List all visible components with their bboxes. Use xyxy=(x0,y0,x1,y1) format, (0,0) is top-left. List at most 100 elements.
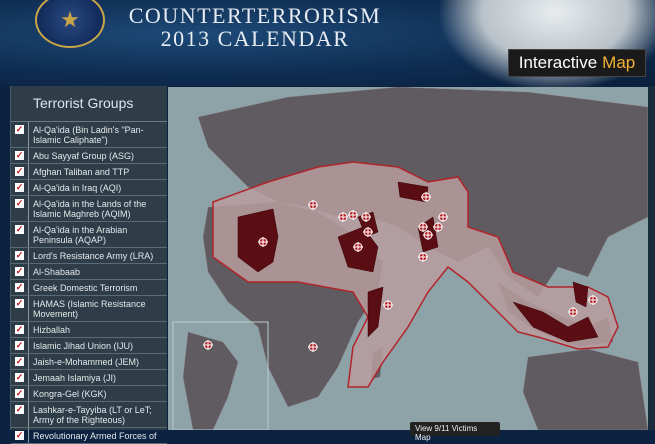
group-item[interactable]: ✓ Al-Qa'ida in the Arabian Peninsula (AQA… xyxy=(11,222,167,248)
attack-marker[interactable] xyxy=(308,342,318,352)
group-label: Al-Qa'ida in Iraq (AQI) xyxy=(33,183,122,193)
attack-marker[interactable] xyxy=(421,192,431,202)
country-philippines xyxy=(572,281,589,308)
window-edge xyxy=(648,86,655,430)
country-yemen-somalia xyxy=(367,286,384,338)
attack-marker[interactable] xyxy=(418,252,428,262)
checkbox[interactable]: ✓ xyxy=(11,148,29,163)
checkbox[interactable]: ✓ xyxy=(11,370,29,385)
check-icon: ✓ xyxy=(15,124,24,134)
check-icon: ✓ xyxy=(15,150,24,160)
group-label: Greek Domestic Terrorism xyxy=(33,283,138,293)
checkbox[interactable]: ✓ xyxy=(11,122,29,147)
checkbox[interactable]: ✓ xyxy=(11,248,29,263)
group-item[interactable]: ✓ Jaish-e-Mohammed (JEM) xyxy=(11,354,167,370)
country-indonesia xyxy=(512,301,599,343)
check-icon: ✓ xyxy=(15,404,24,414)
group-label: Islamic Jihad Union (IJU) xyxy=(33,341,134,351)
group-label: Al-Shabaab xyxy=(33,267,81,277)
group-item[interactable]: ✓ Jemaah Islamiya (JI) xyxy=(11,370,167,386)
check-icon: ✓ xyxy=(15,250,24,260)
attack-marker[interactable] xyxy=(433,222,443,232)
attack-marker[interactable] xyxy=(203,340,213,350)
group-label: Lord's Resistance Army (LRA) xyxy=(33,251,154,261)
attack-marker[interactable] xyxy=(258,237,268,247)
group-list: ✓ Al-Qa'ida (Bin Ladin's "Pan-Islamic Cal… xyxy=(11,122,167,444)
group-item[interactable]: ✓ Revolutionary Armed Forces of xyxy=(11,428,167,444)
attack-marker[interactable] xyxy=(423,230,433,240)
checkbox[interactable]: ✓ xyxy=(11,354,29,369)
group-item[interactable]: ✓ Islamic Jihad Union (IJU) xyxy=(11,338,167,354)
checkbox[interactable]: ✓ xyxy=(11,280,29,295)
group-item[interactable]: ✓ HAMAS (Islamic Resistance Movement) xyxy=(11,296,167,322)
group-label: Hizballah xyxy=(33,325,71,335)
checkbox[interactable]: ✓ xyxy=(11,402,29,427)
group-item[interactable]: ✓ Afghan Taliban and TTP xyxy=(11,164,167,180)
map-svg xyxy=(172,87,648,430)
seal-icon: ★ xyxy=(35,0,105,48)
header: ★ COUNTERTERRORISM 2013 CALENDAR Interac… xyxy=(0,0,655,90)
inset-map-frame xyxy=(172,321,269,430)
title-line-2: 2013 CALENDAR xyxy=(160,26,350,51)
land-australia xyxy=(522,348,648,430)
sidebar-title: Terrorist Groups xyxy=(11,86,167,122)
country-algeria xyxy=(237,208,279,273)
checkbox[interactable]: ✓ xyxy=(11,296,29,321)
group-label: HAMAS (Islamic Resistance Movement) xyxy=(33,299,146,319)
interactive-map-highlight: Map xyxy=(602,53,636,72)
check-icon: ✓ xyxy=(15,430,24,440)
victims-map-button[interactable]: View 9/11 Victims Map xyxy=(410,422,500,442)
group-label: Revolutionary Armed Forces of xyxy=(33,431,157,441)
checkbox[interactable]: ✓ xyxy=(11,386,29,401)
attack-marker[interactable] xyxy=(361,212,371,222)
group-label: Kongra-Gel (KGK) xyxy=(33,389,107,399)
interactive-map-button[interactable]: Interactive Map xyxy=(508,49,646,77)
group-label: Al-Qa'ida (Bin Ladin's "Pan-Islamic Cali… xyxy=(33,125,144,145)
group-label: Al-Qa'ida in the Lands of the Islamic Ma… xyxy=(33,199,147,219)
sidebar: Terrorist Groups ✓ Al-Qa'ida (Bin Ladin's… xyxy=(10,86,167,444)
attack-marker[interactable] xyxy=(338,212,348,222)
group-label: Lashkar-e-Tayyiba (LT or LeT; Army of th… xyxy=(33,405,152,425)
check-icon: ✓ xyxy=(15,224,24,234)
threat-region xyxy=(212,161,619,388)
checkbox[interactable]: ✓ xyxy=(11,222,29,247)
group-item[interactable]: ✓ Kongra-Gel (KGK) xyxy=(11,386,167,402)
checkbox[interactable]: ✓ xyxy=(11,338,29,353)
group-item[interactable]: ✓ Lord's Resistance Army (LRA) xyxy=(11,248,167,264)
checkbox[interactable]: ✓ xyxy=(11,180,29,195)
attack-marker[interactable] xyxy=(418,222,428,232)
check-icon: ✓ xyxy=(15,166,24,176)
check-icon: ✓ xyxy=(15,372,24,382)
checkbox[interactable]: ✓ xyxy=(11,196,29,221)
check-icon: ✓ xyxy=(15,298,24,308)
group-item[interactable]: ✓ Lashkar-e-Tayyiba (LT or LeT; Army of t… xyxy=(11,402,167,428)
group-item[interactable]: ✓ Hizballah xyxy=(11,322,167,338)
title-line-1: COUNTERTERRORISM xyxy=(128,3,382,28)
attack-marker[interactable] xyxy=(363,227,373,237)
checkbox[interactable]: ✓ xyxy=(11,164,29,179)
attack-marker[interactable] xyxy=(353,242,363,252)
attack-marker[interactable] xyxy=(568,307,578,317)
group-label: Al-Qa'ida in the Arabian Peninsula (AQAP… xyxy=(33,225,128,245)
attack-marker[interactable] xyxy=(438,212,448,222)
checkbox[interactable]: ✓ xyxy=(11,322,29,337)
attack-marker[interactable] xyxy=(588,295,598,305)
checkbox[interactable]: ✓ xyxy=(11,264,29,279)
check-icon: ✓ xyxy=(15,266,24,276)
land-south-america xyxy=(182,331,239,430)
checkbox[interactable]: ✓ xyxy=(11,428,29,443)
attack-marker[interactable] xyxy=(308,200,318,210)
interactive-map-label: Interactive xyxy=(518,53,598,72)
group-item[interactable]: ✓ Abu Sayyaf Group (ASG) xyxy=(11,148,167,164)
check-icon: ✓ xyxy=(15,282,24,292)
group-item[interactable]: ✓ Al-Qa'ida (Bin Ladin's "Pan-Islamic Cal… xyxy=(11,122,167,148)
world-map[interactable] xyxy=(168,87,648,430)
group-item[interactable]: ✓ Greek Domestic Terrorism xyxy=(11,280,167,296)
attack-marker[interactable] xyxy=(383,300,393,310)
group-item[interactable]: ✓ Al-Qa'ida in the Lands of the Islamic M… xyxy=(11,196,167,222)
group-item[interactable]: ✓ Al-Qa'ida in Iraq (AQI) xyxy=(11,180,167,196)
check-icon: ✓ xyxy=(15,356,24,366)
check-icon: ✓ xyxy=(15,324,24,334)
group-item[interactable]: ✓ Al-Shabaab xyxy=(11,264,167,280)
attack-marker[interactable] xyxy=(348,210,358,220)
